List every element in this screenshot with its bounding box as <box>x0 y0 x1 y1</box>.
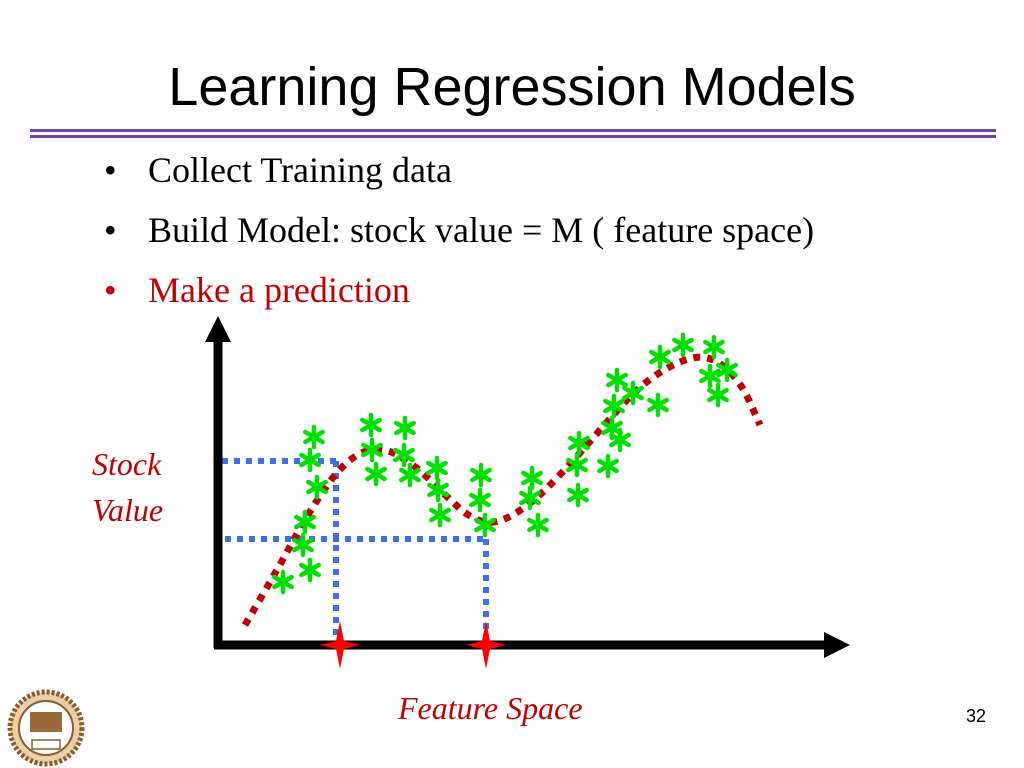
data-point <box>521 465 543 491</box>
bullet-dot: • <box>104 210 117 250</box>
bullet-list: • Collect Training data • Build Model: sto… <box>104 148 814 328</box>
data-point <box>699 363 721 389</box>
data-point <box>606 367 628 393</box>
prediction-star-icon <box>466 621 506 669</box>
data-point <box>519 485 541 511</box>
page-number: 32 <box>965 706 986 726</box>
data-point <box>365 461 387 487</box>
prediction-markers <box>320 621 506 669</box>
data-point <box>360 412 382 438</box>
data-point <box>470 462 492 488</box>
data-point <box>566 452 588 478</box>
guide-lines <box>222 458 489 650</box>
title-divider <box>30 129 996 132</box>
data-point <box>399 462 421 488</box>
bullet-text: Collect Training data <box>148 150 452 190</box>
data-point <box>426 455 448 481</box>
bullet-item: • Make a prediction <box>104 268 814 328</box>
data-point <box>299 557 321 583</box>
data-point <box>299 447 321 473</box>
data-point <box>361 437 383 463</box>
x-axis-arrow-icon <box>824 632 850 658</box>
bullet-dot: • <box>104 270 117 310</box>
data-point <box>609 427 631 453</box>
bullet-dot: • <box>104 150 117 190</box>
y-axis-label-line2: Value <box>92 492 164 528</box>
data-point <box>622 380 644 406</box>
university-seal-icon <box>7 689 85 767</box>
data-point <box>716 357 738 383</box>
data-point <box>649 344 671 370</box>
data-point <box>393 442 415 468</box>
bullet-text: Make a prediction <box>148 270 410 310</box>
y-axis-arrow-icon <box>205 316 231 342</box>
data-point <box>292 532 314 558</box>
data-point <box>294 509 316 535</box>
data-point <box>603 393 625 419</box>
data-point <box>429 502 451 528</box>
data-point <box>707 382 729 408</box>
x-axis-label: Feature Space <box>398 690 583 726</box>
data-point <box>672 332 694 358</box>
y-axis-label-line1: Stock <box>92 446 162 482</box>
data-point <box>597 453 619 479</box>
title-divider <box>30 135 996 138</box>
data-point <box>568 430 590 456</box>
training-points <box>272 332 738 595</box>
data-point <box>427 477 449 503</box>
data-point <box>306 474 328 500</box>
data-point <box>272 569 294 595</box>
slide-title: Learning Regression Models <box>168 57 856 117</box>
bullet-text: Build Model: stock value = M ( feature s… <box>148 210 815 250</box>
data-point <box>394 415 416 441</box>
data-point <box>303 424 325 450</box>
bullet-item: • Build Model: stock value = M ( feature … <box>104 208 814 268</box>
data-point <box>469 487 491 513</box>
data-point <box>647 392 669 418</box>
data-point <box>474 512 496 538</box>
prediction-star-icon <box>320 621 360 669</box>
data-point <box>527 512 549 538</box>
data-point <box>703 334 725 360</box>
bullet-item: • Collect Training data <box>104 148 814 208</box>
data-point <box>567 482 589 508</box>
